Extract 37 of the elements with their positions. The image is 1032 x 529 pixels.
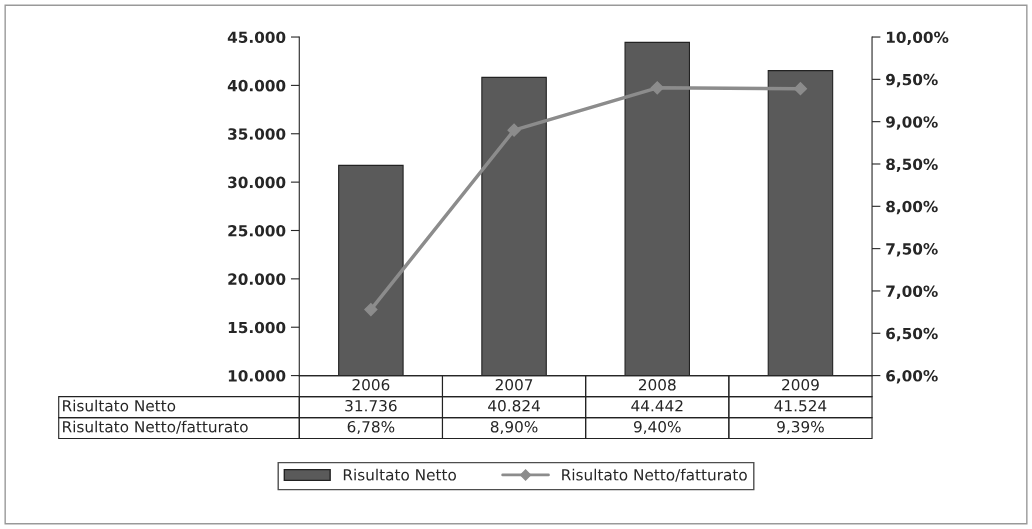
- y2-tick-label: 8,50%: [886, 158, 938, 172]
- text: Risultato Netto/fatturato: [63, 420, 248, 434]
- x-tick-label: 2007: [495, 378, 533, 391]
- x-tick-label: 2006: [352, 378, 390, 391]
- y2-tick-label: 8,00%: [886, 200, 938, 215]
- y2-tick-label: 7,50%: [886, 243, 938, 257]
- y2-tick-label: 7,00%: [886, 285, 938, 299]
- data-label: 31.736: [345, 399, 397, 412]
- y2-tick-label: 9,50%: [886, 73, 938, 88]
- legend-label: Risultato Netto/fatturato: [562, 468, 747, 482]
- data-label: 6,78%: [347, 420, 395, 435]
- y2-tick-label: 6,00%: [886, 370, 938, 384]
- y-tick-label: 25.000: [228, 224, 286, 237]
- data-label: 44.442: [631, 399, 683, 412]
- y2-tick-label: 9,00%: [886, 116, 938, 130]
- data-label: 9,40%: [633, 420, 681, 435]
- data-label: 8,90%: [490, 420, 538, 435]
- text: Risultato Netto: [63, 399, 176, 412]
- y2-tick-label: 6,50%: [886, 327, 938, 342]
- point: [364, 302, 378, 317]
- x-tick-label: 2008: [638, 378, 676, 391]
- data-label: 9,39%: [777, 420, 824, 435]
- legend-label: Risultato Netto: [343, 468, 456, 481]
- y-tick-label: 30.000: [228, 176, 286, 189]
- y2-tick-label: 10,00%: [886, 31, 949, 45]
- point: [793, 82, 808, 96]
- y-tick-label: 15.000: [228, 321, 286, 334]
- data-label: 40.824: [488, 399, 540, 412]
- y-tick-label: 45.000: [227, 31, 286, 44]
- y-tick-label: 10.000: [228, 370, 286, 382]
- y-tick-label: 20.000: [228, 273, 286, 285]
- x-tick-label: 2009: [782, 378, 819, 391]
- y-tick-label: 35.000: [228, 128, 286, 140]
- data-label: 41.524: [774, 399, 827, 412]
- y-tick-label: 40.000: [227, 79, 286, 92]
- point: [650, 81, 664, 95]
- point: [507, 123, 521, 137]
